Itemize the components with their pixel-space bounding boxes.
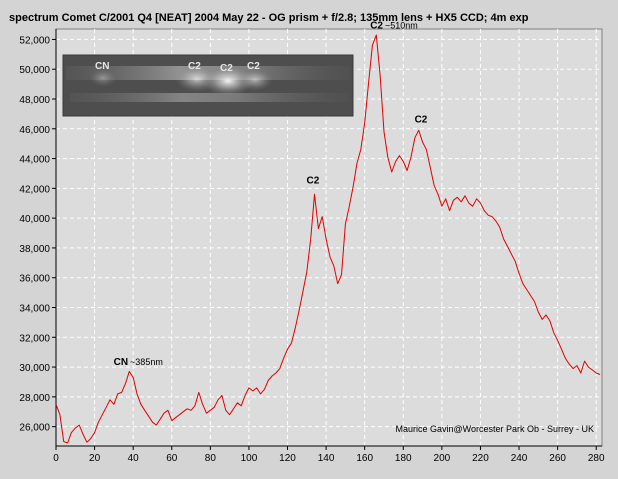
x-tick-label: 20 <box>89 453 101 464</box>
x-tick-label: 120 <box>279 453 296 464</box>
inset-label-c2-1: C2 <box>188 61 201 72</box>
x-tick-label: 0 <box>53 453 59 464</box>
series-layer <box>55 34 601 444</box>
x-tick-label: 280 <box>588 453 605 464</box>
y-tick-label: 48,000 <box>19 95 50 106</box>
c2-glow-3 <box>237 69 273 91</box>
spectrum-series-line <box>55 34 601 444</box>
y-tick-label: 46,000 <box>19 125 50 136</box>
y-tick-label: 36,000 <box>19 274 50 285</box>
credit-text: Maurice Gavin@Worcester Park Ob - Surrey… <box>395 424 594 434</box>
peak-annotation: CN ~385nm <box>114 357 163 368</box>
inset-label-c2-2: C2 <box>220 63 233 74</box>
x-tick-label: 140 <box>318 453 335 464</box>
x-tick-label: 100 <box>241 453 258 464</box>
chart-title: spectrum Comet C/2001 Q4 [NEAT] 2004 May… <box>9 12 529 24</box>
y-tick-label: 38,000 <box>19 244 50 255</box>
y-tick-label: 28,000 <box>19 393 50 404</box>
peak-annotation: C2 ~510nm <box>370 20 418 31</box>
spectrum-image-inset: CN C2 C2 C2 <box>62 54 354 117</box>
y-tick-label: 34,000 <box>19 303 50 314</box>
y-tick-label: 42,000 <box>19 184 50 195</box>
x-tick-label: 180 <box>395 453 412 464</box>
peak-annotation: C2 <box>415 114 428 125</box>
axes: 0 20 40 60 80 100 120 140 160 180 200 220 240 260 280 2… <box>19 29 605 464</box>
x-tick-label: 60 <box>166 453 178 464</box>
peak-annotation-species: C2 <box>415 114 428 125</box>
y-tick-label: 40,000 <box>19 214 50 225</box>
y-tick-label: 30,000 <box>19 363 50 374</box>
y-tick-label: 26,000 <box>19 423 50 434</box>
peak-annotation-species: C2 <box>370 20 383 31</box>
peak-annotation-wavelength: ~510nm <box>385 20 418 30</box>
y-tick-label: 32,000 <box>19 333 50 344</box>
peak-annotation-species: CN <box>114 357 128 368</box>
x-tick-label: 240 <box>511 453 528 464</box>
y-tick-label: 44,000 <box>19 155 50 166</box>
x-tick-label: 160 <box>356 453 373 464</box>
x-tick-label: 200 <box>434 453 451 464</box>
x-tick-label: 260 <box>549 453 566 464</box>
spectrum-streak-lower <box>70 93 350 102</box>
peak-annotation-species: C2 <box>307 175 320 186</box>
peak-annotation-wavelength: ~385nm <box>130 357 163 367</box>
x-tick-label: 220 <box>472 453 489 464</box>
cn-glow <box>89 69 117 87</box>
peak-annotation: C2 <box>307 175 320 186</box>
x-tick-label: 40 <box>128 453 140 464</box>
inset-label-cn: CN <box>95 61 109 72</box>
x-tick-label: 80 <box>205 453 217 464</box>
inset-label-c2-3: C2 <box>247 61 260 72</box>
y-tick-label: 50,000 <box>19 65 50 76</box>
y-tick-label: 52,000 <box>19 35 50 46</box>
